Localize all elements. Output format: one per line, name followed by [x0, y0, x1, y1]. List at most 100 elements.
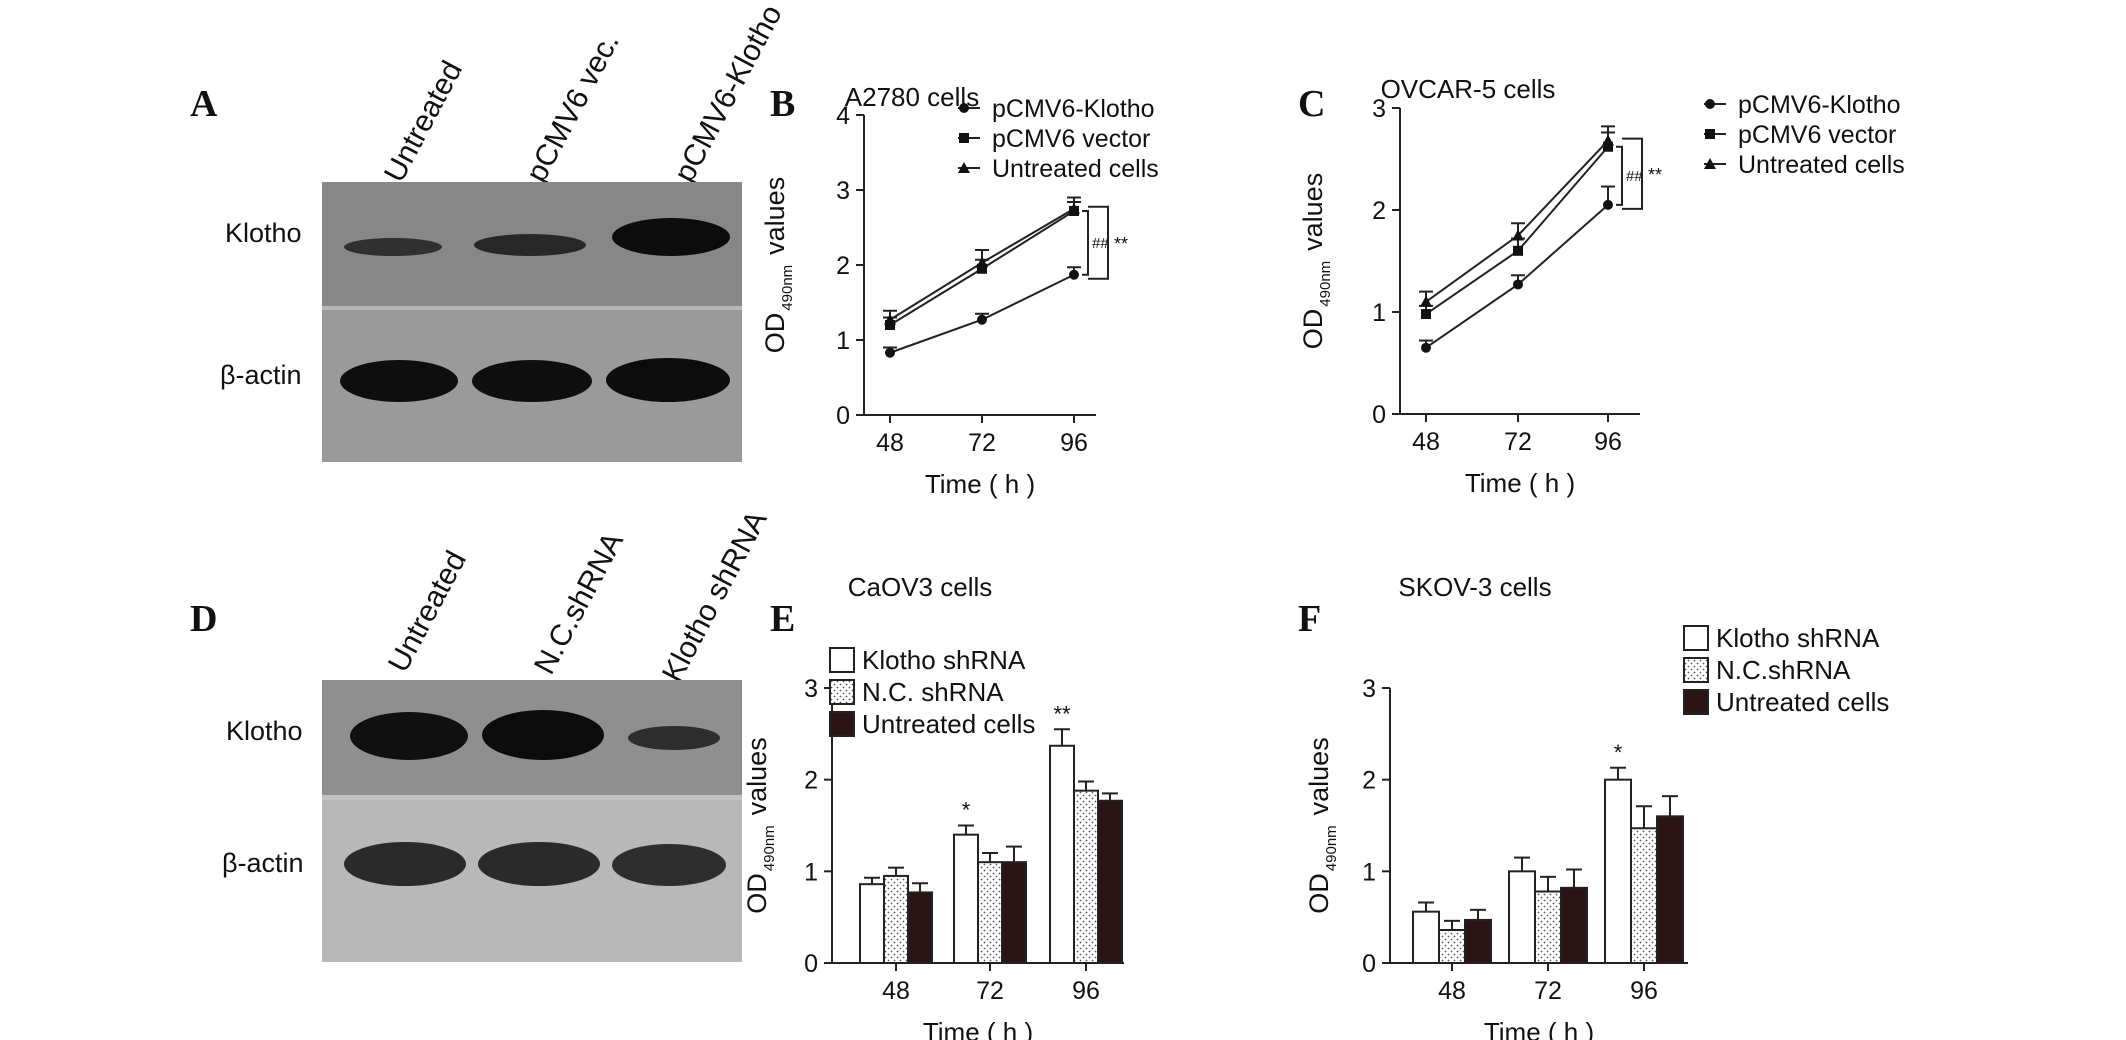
- panel-letter-a: A: [190, 83, 218, 125]
- band-actin-untreated-d: [344, 842, 466, 886]
- chart-caov3: 0 1 2 3 48 72 96 Time ( h ) CaOV3 cells OD490nmva…: [742, 572, 1124, 1040]
- panel-letter-b: B: [770, 83, 796, 125]
- y-tick-label: 3: [836, 177, 850, 205]
- data-point-pcmv6-vector: [885, 320, 895, 330]
- x-tick-label: 96: [1060, 429, 1088, 457]
- y-tick-label: 3: [1372, 95, 1386, 123]
- y-axis-label-text: OD490nmvalues: [742, 737, 778, 913]
- data-point-pcmv6-klotho: [1513, 279, 1523, 290]
- x-tick-label: 48: [1412, 428, 1440, 456]
- lane-label-nc-shrna: N.C.shRNA: [528, 527, 630, 680]
- band-klotho-untreated-d: [350, 712, 468, 760]
- lane-label-pcmv6-vec: pCMV6 vec.: [520, 27, 626, 188]
- y-axis-label: OD490nmvalues: [1304, 737, 1340, 913]
- legend-label-pcmv6-klotho: pCMV6-Klotho: [992, 95, 1155, 123]
- band-actin-knockdown: [612, 844, 726, 886]
- chart-title: CaOV3 cells: [848, 572, 993, 602]
- data-point-pcmv6-vector: [1421, 309, 1431, 320]
- x-tick-label: 48: [1438, 977, 1466, 1005]
- legend-label-n-c-shrna: N.C.shRNA: [1716, 655, 1851, 685]
- band-klotho-untreated: [344, 238, 442, 256]
- bar-klotho-shrna: [859, 883, 885, 964]
- x-axis-label: Time ( h ): [1484, 1017, 1594, 1040]
- legend-marker-untreated-cells: [1704, 158, 1716, 169]
- legend-label-untreated-cells: Untreated cells: [992, 155, 1159, 183]
- data-point-untreated-cells: [1602, 134, 1614, 146]
- significance-bracket-vector: [1616, 145, 1623, 206]
- band-klotho-nc-shrna: [482, 710, 604, 760]
- lane-label-untreated-d: Untreated: [382, 545, 473, 678]
- blot-row-label-klotho: Klotho: [225, 218, 302, 248]
- panel-letter-e: E: [770, 598, 796, 640]
- bar-n-c-shrna: [1438, 929, 1466, 964]
- chart-a2780: 0 1 2 3 4 48 72 96 Time ( h ) A2780 cells OD490nmv…: [760, 82, 1159, 499]
- y-tick-label: 2: [804, 767, 818, 795]
- legend-label-klotho-shrna: Klotho shRNA: [1716, 623, 1880, 653]
- bar-klotho-shrna: [1049, 744, 1075, 964]
- bar-n-c-shrna: [1630, 827, 1658, 964]
- y-tick-label: 0: [804, 950, 818, 978]
- bar-klotho-shrna: [1412, 910, 1440, 964]
- y-tick-label: 3: [1362, 675, 1376, 703]
- legend-label-untreated-cells: Untreated cells: [862, 709, 1035, 739]
- bar-untreated-cells: [1097, 799, 1123, 964]
- blot-row-label-actin-d: β-actin: [222, 848, 304, 878]
- y-axis-label: OD490nmvalues: [742, 737, 778, 913]
- legend-label-n-c-shrna: N.C. shRNA: [862, 677, 1004, 707]
- significance-bracket-untreated: [1622, 137, 1643, 210]
- significance-bracket-vector: [1082, 210, 1089, 276]
- legend-swatch-untreated-cells: [829, 711, 855, 737]
- bar-n-c-shrna: [883, 874, 909, 964]
- x-tick-label: 48: [876, 429, 904, 457]
- band-klotho-overexpression: [612, 218, 730, 256]
- blot-row-label-klotho-d: Klotho: [226, 716, 303, 746]
- y-tick-label: 1: [1362, 858, 1376, 886]
- y-axis-label-text: OD490nmvalues: [1304, 737, 1340, 913]
- band-actin-untreated: [340, 360, 458, 402]
- legend-swatch-klotho-shrna: [829, 647, 855, 673]
- legend-swatch-untreated-cells: [1683, 689, 1709, 715]
- y-axis-label: OD490nmvalues: [1298, 173, 1334, 349]
- western-blot-d: [322, 680, 742, 962]
- legend-marker-pcmv6-vector: [1705, 129, 1715, 139]
- legend-swatch-klotho-shrna: [1683, 625, 1709, 651]
- data-point-untreated-cells: [1068, 202, 1080, 214]
- y-axis-label-text: OD490nmvalues: [760, 177, 796, 353]
- y-axis-label: OD490nmvalues: [760, 177, 796, 353]
- data-point-pcmv6-klotho: [1603, 199, 1613, 210]
- bar-untreated-cells: [1560, 886, 1588, 965]
- data-point-pcmv6-klotho: [1069, 269, 1079, 280]
- y-tick-label: 2: [836, 252, 850, 280]
- data-point-pcmv6-klotho: [885, 347, 895, 358]
- chart-skov3: 0 1 2 3 48 72 96 Time ( h ) SKOV-3 cells OD490nmv…: [1304, 572, 1889, 1040]
- x-tick-label: 96: [1630, 977, 1658, 1005]
- legend-label-untreated-cells: Untreated cells: [1716, 687, 1889, 717]
- significance-label: ##: [1626, 168, 1643, 185]
- x-tick-label: 72: [968, 429, 996, 457]
- y-tick-label: 2: [1372, 197, 1386, 225]
- legend-marker-pcmv6-klotho: [959, 103, 969, 113]
- legend-label-pcmv6-vector: pCMV6 vector: [1738, 121, 1896, 149]
- western-blot-a: [322, 182, 742, 462]
- bar-untreated-cells: [907, 891, 933, 964]
- band-klotho-vector: [474, 234, 586, 256]
- x-axis-label: Time ( h ): [1465, 468, 1575, 498]
- legend-swatch-n-c-shrna: [829, 679, 855, 705]
- bar-klotho-shrna: [953, 833, 979, 964]
- y-tick-label: 4: [836, 102, 850, 130]
- bar-untreated-cells: [1464, 918, 1492, 964]
- y-axis-label-text: OD490nmvalues: [1298, 173, 1334, 349]
- data-point-untreated-cells: [1512, 229, 1524, 241]
- y-tick-label: 0: [1362, 950, 1376, 978]
- x-tick-label: 72: [976, 977, 1004, 1005]
- legend-label-untreated-cells: Untreated cells: [1738, 151, 1905, 179]
- y-tick-label: 1: [1372, 299, 1386, 327]
- data-point-pcmv6-vector: [977, 263, 987, 274]
- data-point-untreated-cells: [976, 256, 988, 268]
- bar-untreated-cells: [1001, 861, 1027, 964]
- chart-ovcar5: 0 1 2 3 48 72 96 Time ( h ) OVCAR-5 cells OD490nm…: [1298, 74, 1905, 498]
- panel-letter-d: D: [190, 598, 218, 640]
- legend-marker-pcmv6-klotho: [1705, 99, 1715, 109]
- x-tick-label: 72: [1504, 428, 1532, 456]
- band-klotho-knockdown: [628, 726, 720, 750]
